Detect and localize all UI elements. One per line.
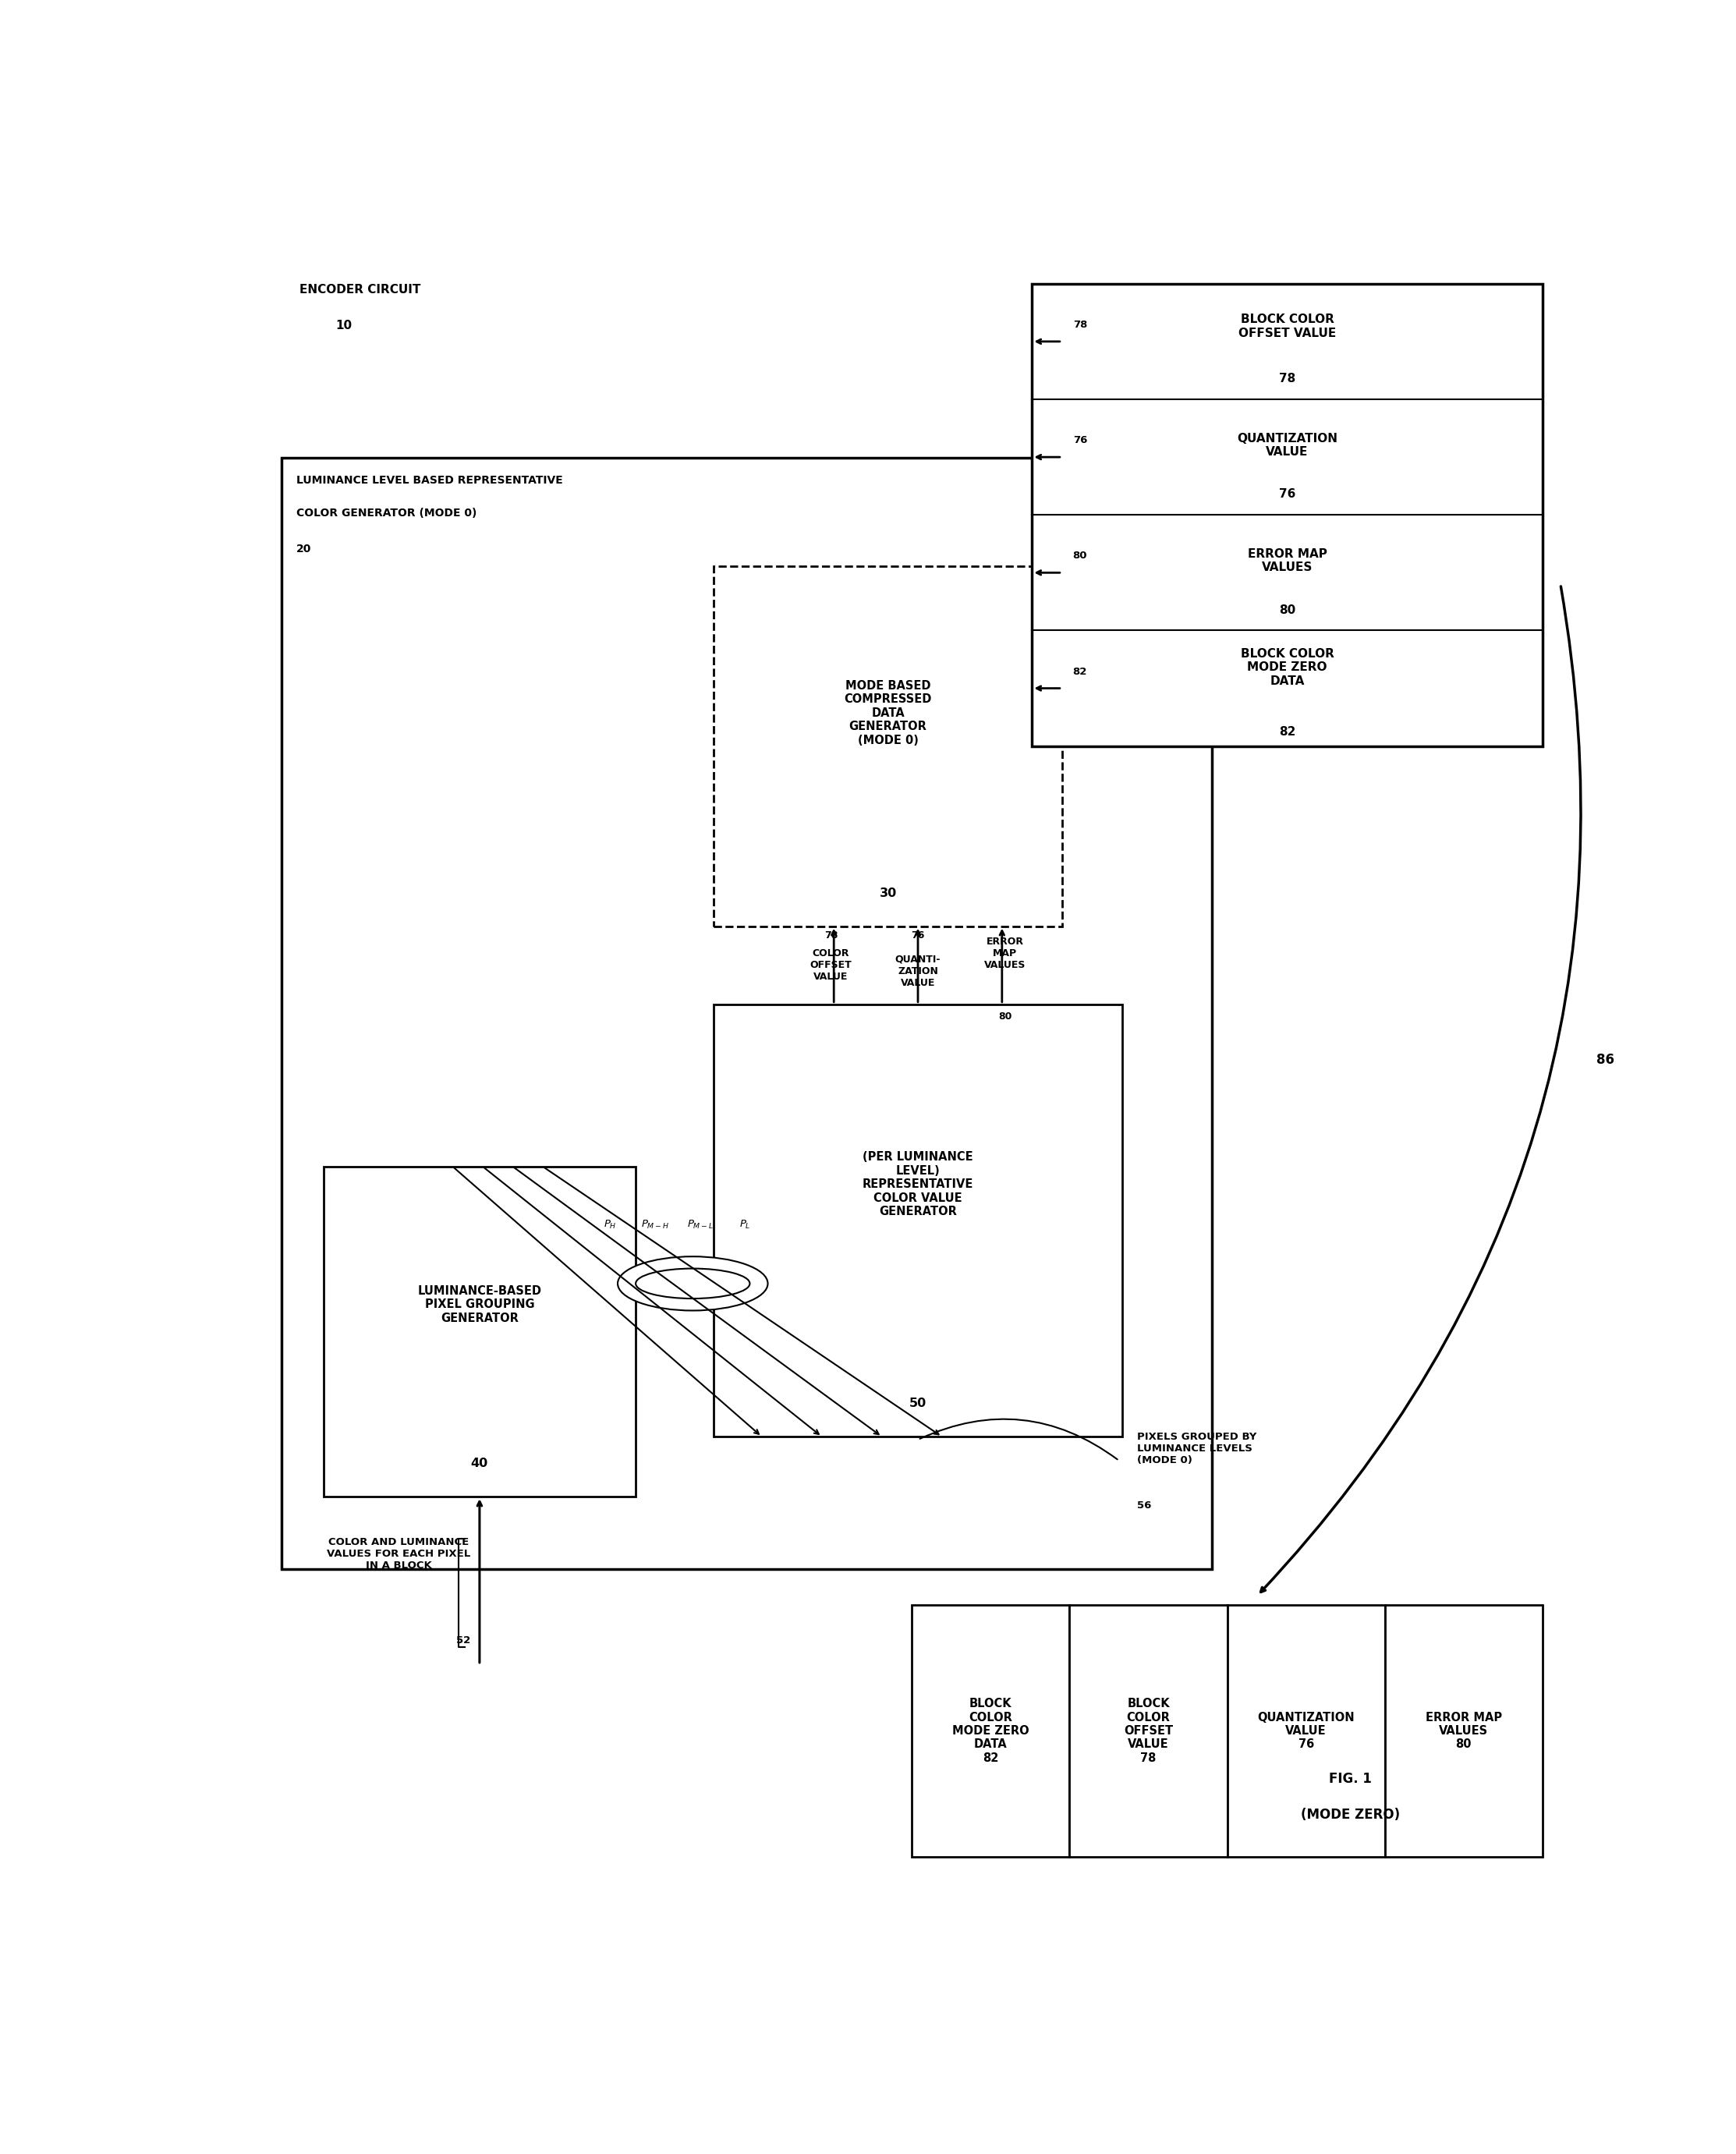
Bar xyxy=(713,1004,1121,1437)
Text: QUANTIZATION
VALUE: QUANTIZATION VALUE xyxy=(1238,433,1337,457)
Text: 30: 30 xyxy=(878,887,896,898)
Bar xyxy=(1031,284,1543,745)
Text: 80: 80 xyxy=(998,1010,1012,1021)
Text: BLOCK
COLOR
OFFSET
VALUE
78: BLOCK COLOR OFFSET VALUE 78 xyxy=(1123,1697,1174,1764)
Bar xyxy=(323,1167,635,1497)
Text: 76: 76 xyxy=(1073,435,1087,446)
Ellipse shape xyxy=(618,1256,767,1310)
Bar xyxy=(911,1605,1069,1857)
Text: 40: 40 xyxy=(470,1458,488,1469)
Text: 56: 56 xyxy=(1137,1501,1151,1510)
Text: 76: 76 xyxy=(1279,489,1295,500)
Text: FIG. 1: FIG. 1 xyxy=(1328,1773,1371,1786)
Bar xyxy=(281,459,1212,1568)
Text: MODE BASED
COMPRESSED
DATA
GENERATOR
(MODE 0): MODE BASED COMPRESSED DATA GENERATOR (MO… xyxy=(844,681,932,745)
Text: 78: 78 xyxy=(1073,319,1087,330)
Text: $P_L$: $P_L$ xyxy=(740,1219,752,1230)
Text: BLOCK COLOR
MODE ZERO
DATA: BLOCK COLOR MODE ZERO DATA xyxy=(1241,648,1333,687)
Text: ENCODER CIRCUIT: ENCODER CIRCUIT xyxy=(299,284,420,295)
Text: PIXELS GROUPED BY
LUMINANCE LEVELS
(MODE 0): PIXELS GROUPED BY LUMINANCE LEVELS (MODE… xyxy=(1137,1432,1257,1465)
Text: $P_{M-L}$: $P_{M-L}$ xyxy=(687,1219,713,1230)
Text: $P_H$: $P_H$ xyxy=(604,1219,616,1230)
Text: 20: 20 xyxy=(297,543,311,554)
Bar xyxy=(1069,1605,1227,1857)
Bar xyxy=(713,567,1062,926)
Text: 76: 76 xyxy=(911,931,925,941)
Text: 82: 82 xyxy=(1073,666,1087,676)
Text: COLOR GENERATOR (MODE 0): COLOR GENERATOR (MODE 0) xyxy=(297,508,477,519)
Text: 80: 80 xyxy=(1279,603,1295,616)
Text: QUANTI-
ZATION
VALUE: QUANTI- ZATION VALUE xyxy=(896,954,941,989)
Text: $P_{M-H}$: $P_{M-H}$ xyxy=(641,1219,670,1230)
Text: BLOCK
COLOR
MODE ZERO
DATA
82: BLOCK COLOR MODE ZERO DATA 82 xyxy=(953,1697,1029,1764)
Text: (MODE ZERO): (MODE ZERO) xyxy=(1300,1807,1399,1822)
Text: COLOR AND LUMINANCE
VALUES FOR EACH PIXEL
IN A BLOCK: COLOR AND LUMINANCE VALUES FOR EACH PIXE… xyxy=(326,1538,470,1570)
Ellipse shape xyxy=(635,1269,750,1299)
Text: ERROR MAP
VALUES
80: ERROR MAP VALUES 80 xyxy=(1425,1712,1502,1751)
Text: 52: 52 xyxy=(457,1635,470,1646)
Text: LUMINANCE-BASED
PIXEL GROUPING
GENERATOR: LUMINANCE-BASED PIXEL GROUPING GENERATOR xyxy=(418,1286,542,1325)
Text: ERROR MAP
VALUES: ERROR MAP VALUES xyxy=(1248,547,1326,573)
Bar xyxy=(1227,1605,1385,1857)
Text: 82: 82 xyxy=(1279,726,1295,737)
Bar xyxy=(1385,1605,1543,1857)
Text: (PER LUMINANCE
LEVEL)
REPRESENTATIVE
COLOR VALUE
GENERATOR: (PER LUMINANCE LEVEL) REPRESENTATIVE COL… xyxy=(863,1152,974,1217)
Text: 10: 10 xyxy=(335,321,352,332)
Text: 80: 80 xyxy=(1073,551,1087,560)
Text: 78: 78 xyxy=(825,931,838,941)
Text: BLOCK COLOR
OFFSET VALUE: BLOCK COLOR OFFSET VALUE xyxy=(1238,314,1337,338)
Text: LUMINANCE LEVEL BASED REPRESENTATIVE: LUMINANCE LEVEL BASED REPRESENTATIVE xyxy=(297,476,562,487)
Text: 50: 50 xyxy=(910,1398,927,1409)
Text: QUANTIZATION
VALUE
76: QUANTIZATION VALUE 76 xyxy=(1257,1712,1354,1751)
Text: 86: 86 xyxy=(1597,1053,1614,1066)
Text: ERROR
MAP
VALUES: ERROR MAP VALUES xyxy=(984,937,1026,969)
Text: COLOR
OFFSET
VALUE: COLOR OFFSET VALUE xyxy=(811,948,852,982)
Text: 78: 78 xyxy=(1279,373,1295,386)
